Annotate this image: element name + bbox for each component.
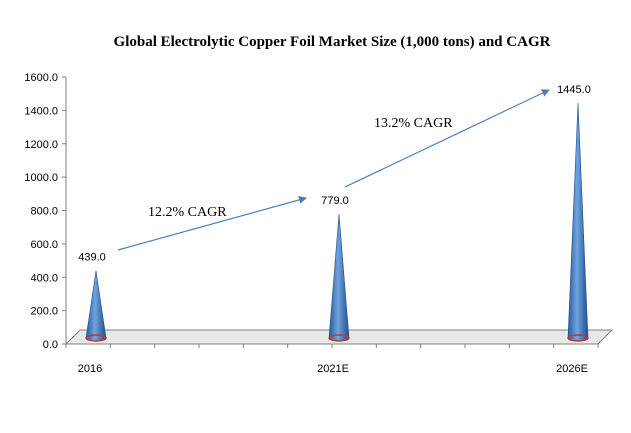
bar-base [567,334,589,342]
y-tick-label: 200.0 [30,306,58,318]
x-tick-label: 2026E [556,363,588,375]
cagr-arrow [344,89,550,188]
y-tick-label: 1000.0 [24,172,58,184]
data-label: 439.0 [78,252,106,264]
y-tick-label: 1600.0 [24,72,58,84]
y-tick-label: 0.0 [43,339,58,351]
cagr-label: 12.2% CAGR [148,205,227,220]
bar-cone [85,270,107,342]
cagr-arrow [117,196,307,251]
chart-bars: 439.0 779.0 1445.0 [78,84,591,342]
bar-cone [567,102,589,342]
y-tick-label: 400.0 [30,272,58,284]
chart-annotations: 12.2% CAGR 13.2% CAGR [117,89,550,251]
y-tick-label: 600.0 [30,239,58,251]
y-tick-label: 1200.0 [24,139,58,151]
bar-base [328,334,350,342]
chart-title: Global Electrolytic Copper Foil Market S… [114,34,551,50]
y-tick-label: 1400.0 [24,105,58,117]
y-tick-label: 800.0 [30,206,58,218]
bar-base [85,334,107,342]
data-label: 1445.0 [557,84,591,96]
data-label: 779.0 [321,195,349,207]
chart-axes: 0.0 200.0 400.0 600.0 800.0 1000.0 1200.0 1400.… [24,72,599,375]
bar-cone [328,213,350,342]
cagr-label: 13.2% CAGR [374,116,453,131]
x-tick-label: 2021E [317,363,349,375]
x-tick-label: 2016 [78,363,102,375]
